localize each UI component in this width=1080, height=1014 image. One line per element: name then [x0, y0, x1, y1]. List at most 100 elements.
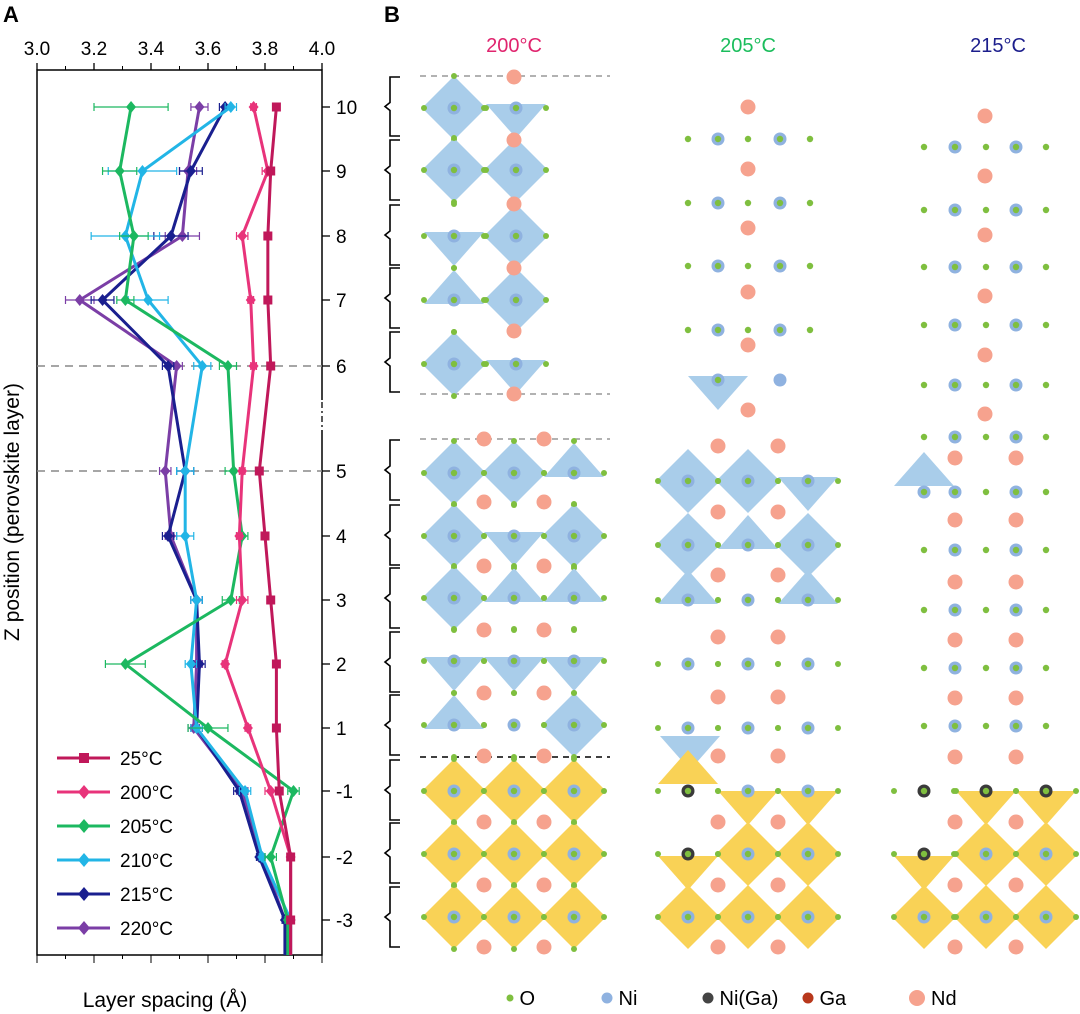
- o-atom: [951, 433, 959, 441]
- o-atom: [982, 143, 990, 151]
- o-atom: [891, 914, 897, 920]
- o-atom: [982, 488, 990, 496]
- o-atom: [512, 166, 520, 174]
- nd-atom: [710, 629, 726, 645]
- nd-atom: [977, 227, 993, 243]
- o-atom: [571, 819, 577, 825]
- y-tick-label: 10: [336, 98, 357, 119]
- o-atom: [684, 660, 692, 668]
- o-atom: [891, 851, 897, 857]
- nd-atom: [476, 431, 492, 447]
- series-line: [77, 106, 287, 921]
- o-atom: [684, 541, 692, 549]
- o-atom: [450, 721, 458, 729]
- layer-bracket: [383, 822, 400, 884]
- tetrahedron: [718, 791, 778, 825]
- o-atom: [1042, 664, 1050, 672]
- legend-item-o: O: [506, 988, 535, 1010]
- tetrahedron: [778, 791, 838, 825]
- section-dividers: [37, 365, 322, 472]
- o-atom: [601, 595, 607, 601]
- o-atom: [1012, 206, 1020, 214]
- layer-bracket: [383, 204, 400, 266]
- o-atom: [512, 232, 520, 240]
- o-atom: [571, 690, 577, 696]
- o-atom: [920, 664, 928, 672]
- o-atom: [835, 478, 841, 484]
- nd-atom: [977, 108, 993, 124]
- nd-atom: [476, 877, 492, 893]
- o-atom: [570, 594, 578, 602]
- nd-atom: [710, 567, 726, 583]
- data-point: [271, 723, 281, 733]
- o-atom: [835, 788, 841, 794]
- o-atom: [775, 597, 781, 603]
- data-point: [237, 465, 248, 477]
- data-point: [180, 530, 191, 542]
- tetrahedron: [544, 657, 604, 691]
- nd-atom: [536, 877, 552, 893]
- data-point: [274, 786, 284, 796]
- column-titles: 200°C 205°C 215°C: [486, 35, 1026, 57]
- nd-atom: [1008, 450, 1024, 466]
- o-atom: [982, 722, 990, 730]
- data-point: [180, 465, 191, 477]
- o-atom: [1012, 606, 1020, 614]
- nd-atom: [506, 386, 522, 402]
- series-group: [64, 101, 300, 955]
- o-atom: [421, 788, 427, 794]
- layer-bracket: [383, 439, 400, 501]
- o-atom: [951, 546, 959, 554]
- legend-item-nd: Nd: [909, 988, 957, 1010]
- o-atom: [804, 477, 812, 485]
- nd-atom: [536, 431, 552, 447]
- panel-a-letter: A: [3, 2, 19, 27]
- o-atom: [835, 597, 841, 603]
- tetrahedron: [424, 657, 484, 691]
- o-atom: [804, 913, 812, 921]
- nd-atom: [947, 512, 963, 528]
- layer-bracket: [383, 267, 400, 329]
- nd-atom: [770, 438, 786, 454]
- o-atom: [511, 946, 517, 952]
- o-atom: [541, 533, 547, 539]
- tetrahedron: [486, 360, 546, 394]
- o-atom: [715, 788, 721, 794]
- o-atom: [775, 478, 781, 484]
- o-atom: [1013, 851, 1019, 857]
- legend-label: 215°C: [120, 885, 173, 906]
- o-atom: [982, 787, 990, 795]
- o-atom: [481, 851, 487, 857]
- o-atom: [1042, 722, 1050, 730]
- data-point: [143, 294, 154, 306]
- o-atom: [951, 321, 959, 329]
- o-atom: [451, 73, 457, 79]
- nd-atom: [947, 749, 963, 765]
- o-atom: [1013, 788, 1019, 794]
- o-atom: [510, 721, 518, 729]
- tetrahedron: [894, 856, 954, 890]
- layer-bracket: [383, 139, 400, 201]
- tetrahedron: [688, 376, 748, 410]
- o-atom: [744, 541, 752, 549]
- o-atom: [1042, 787, 1050, 795]
- o-atom: [571, 438, 577, 444]
- data-point: [163, 530, 174, 542]
- legend-item-215°C: 215°C: [57, 885, 173, 906]
- o-atom: [744, 477, 752, 485]
- o-atom: [684, 477, 692, 485]
- o-atom: [775, 661, 781, 667]
- legend-label: 25°C: [120, 749, 162, 770]
- nd-atom: [1008, 814, 1024, 830]
- o-atom: [543, 167, 549, 173]
- o-atom: [1042, 488, 1050, 496]
- o-atom: [951, 606, 959, 614]
- data-point: [266, 595, 276, 605]
- nd-atom: [977, 406, 993, 422]
- o-atom: [451, 438, 457, 444]
- legend-item-niga: Ni(Ga): [702, 988, 778, 1010]
- o-atom: [806, 135, 814, 143]
- o-atom: [511, 756, 517, 762]
- o-atom: [481, 533, 487, 539]
- o-atom: [920, 263, 928, 271]
